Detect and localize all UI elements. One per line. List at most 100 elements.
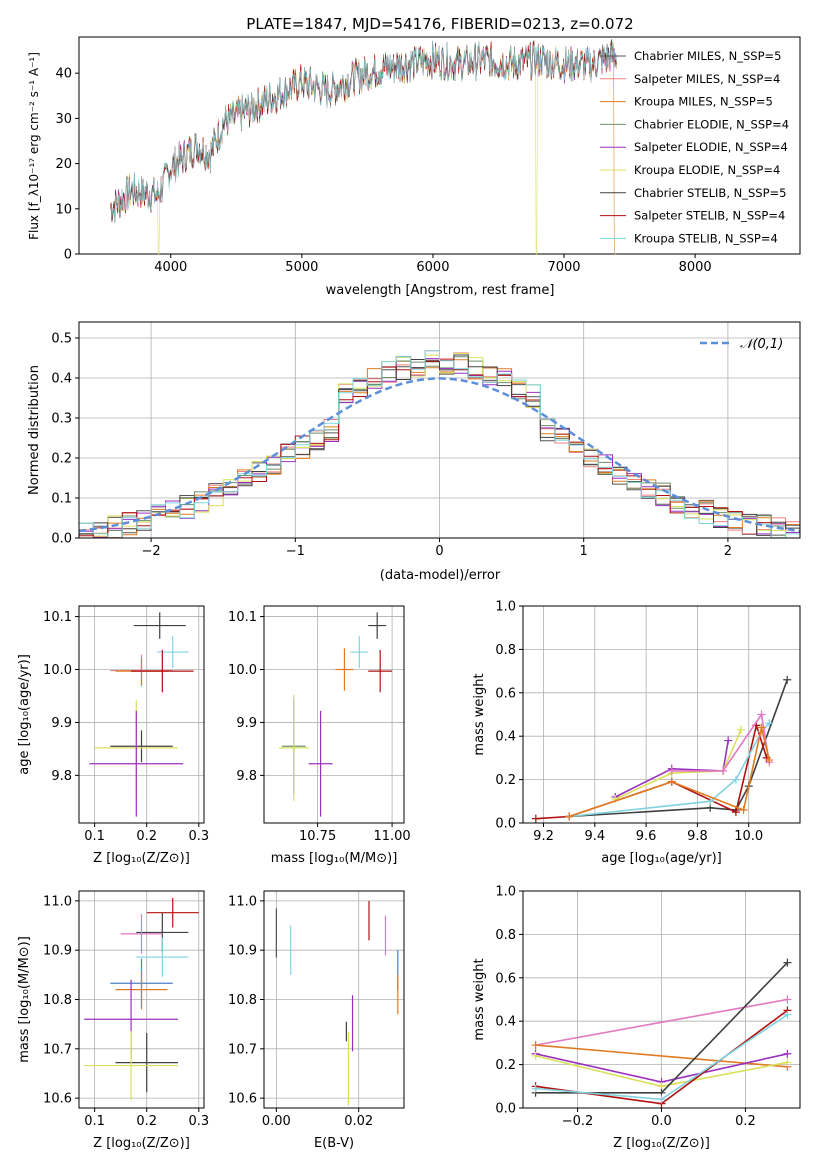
mass-weight-line <box>614 740 729 798</box>
data-point-marker <box>783 958 792 967</box>
residual-xlabel: (data-model)/error <box>380 568 501 583</box>
y-tick-label: 0.4 <box>51 372 72 387</box>
x-axis-label: Z [log₁₀(Z/Z⊙)] <box>93 1136 190 1151</box>
plot-frame <box>78 605 205 824</box>
gauss-legend-label: 𝒩(0,1) <box>740 337 783 352</box>
y-tick-label: 0.6 <box>495 686 516 701</box>
y-tick-label: 30 <box>55 112 72 127</box>
x-tick-label: 9.8 <box>687 829 708 844</box>
spectrum-series-line <box>110 40 617 223</box>
x-axis-label: E(B-V) <box>314 1136 354 1151</box>
data-point-marker <box>706 797 715 806</box>
data-point-marker <box>731 808 740 817</box>
gaussian-curve <box>78 377 801 533</box>
x-tick-label: −1 <box>286 544 305 559</box>
mass-weight-line <box>671 712 770 772</box>
mass-vs-metallicity-panel: 0.1 0.2 0.3 10.6 10.7 10.8 10.9 11.0 Z [log₁₀(Z/… <box>17 890 209 1151</box>
y-tick-label: 9.9 <box>236 716 257 731</box>
data-point-marker <box>531 814 540 823</box>
x-tick-label: 8000 <box>679 260 712 275</box>
y-tick-label: 0.0 <box>495 1102 516 1117</box>
legend-entry: Chabrier MILES, N_SSP=5 <box>634 49 781 63</box>
data-point-marker <box>611 795 620 804</box>
x-tick-label: 1 <box>580 544 588 559</box>
y-tick-label: 10.8 <box>43 993 72 1008</box>
y-tick-label: 10.0 <box>43 663 72 678</box>
y-tick-label: 40 <box>55 67 72 82</box>
y-tick-label: 10.1 <box>43 610 72 625</box>
y-tick-label: 1.0 <box>495 885 516 900</box>
x-tick-label: −0.2 <box>562 1114 594 1129</box>
y-tick-label: 0.4 <box>495 1015 516 1030</box>
data-point-marker <box>531 1084 540 1093</box>
data-point-marker <box>783 1010 792 1019</box>
spectrum-series-line <box>110 40 617 255</box>
spectrum-series-line <box>110 41 617 222</box>
mass-weight-vs-metallicity-panel: −0.2 0.0 0.2 0.0 0.2 0.4 0.6 0.8 1.0 Z [log₁₀(Z/Z… <box>472 885 801 1151</box>
y-tick-label: 10.7 <box>43 1042 72 1057</box>
y-tick-label: 0.0 <box>51 532 72 547</box>
spectrum-series-line <box>110 39 617 223</box>
data-point-marker <box>783 1049 792 1058</box>
y-tick-label: 0.4 <box>495 730 516 745</box>
plot-frame <box>522 605 801 824</box>
spectrum-xlabel: wavelength [Angstrom, rest frame] <box>326 283 555 298</box>
legend-entry: Kroupa ELODIE, N_SSP=4 <box>634 163 780 177</box>
y-tick-label: 10.7 <box>228 1042 257 1057</box>
y-tick-label: 0.8 <box>495 928 516 943</box>
spectrum-series-line <box>110 41 617 221</box>
spectrum-series-line <box>110 38 617 223</box>
age-vs-mass-panel: 10.75 11.00 9.8 9.9 10.0 10.1 mass [log₁₀(M/M⊙… <box>228 605 411 866</box>
y-tick-label: 9.8 <box>51 769 72 784</box>
data-point-marker <box>765 756 774 765</box>
spectrum-series-line <box>110 41 617 221</box>
residual-histogram-panel: −2 −1 0 1 2 0.0 0.1 0.2 0.3 0.4 0.5 (data-model)/e… <box>27 321 801 583</box>
spectrum-ylabel: Flux [f_λ10⁻¹⁷ erg cm⁻² s⁻¹ A⁻¹] <box>27 52 41 240</box>
histogram-series <box>79 350 800 539</box>
x-tick-label: 0.2 <box>735 1114 756 1129</box>
x-tick-label: 0.0 <box>651 1114 672 1129</box>
legend-entry: Kroupa STELIB, N_SSP=4 <box>634 231 778 245</box>
x-tick-label: 11.00 <box>373 829 410 844</box>
y-tick-label: 0.2 <box>495 1058 516 1073</box>
data-point-marker <box>783 675 792 684</box>
data-point-marker <box>719 766 728 775</box>
y-tick-label: 10 <box>55 202 72 217</box>
y-tick-label: 11.0 <box>228 894 257 909</box>
plot-marks <box>278 612 393 817</box>
mass-weight-line <box>535 722 768 820</box>
figure-title: PLATE=1847, MJD=54176, FIBERID=0213, z=0… <box>246 15 633 33</box>
x-tick-label: 4000 <box>154 260 187 275</box>
y-tick-label: 10.1 <box>228 610 257 625</box>
x-tick-label: 5000 <box>285 260 318 275</box>
y-tick-label: 9.8 <box>236 769 257 784</box>
data-point-marker <box>531 1051 540 1060</box>
spectrum-legend: Chabrier MILES, N_SSP=5 Salpeter MILES, N… <box>600 49 789 245</box>
y-axis-label: age [log₁₀(age/yr)] <box>17 654 32 775</box>
y-tick-label: 1.0 <box>495 600 516 615</box>
data-point-marker <box>783 995 792 1004</box>
y-tick-label: 10.9 <box>43 944 72 959</box>
data-point-marker <box>565 812 574 821</box>
legend-entry: Salpeter STELIB, N_SSP=4 <box>634 209 785 223</box>
data-point-marker <box>757 723 766 732</box>
data-point-marker <box>757 710 766 719</box>
y-tick-label: 0 <box>64 248 72 263</box>
y-tick-label: 0.1 <box>51 492 72 507</box>
y-tick-label: 10.0 <box>228 663 257 678</box>
y-tick-label: 0.8 <box>495 643 516 658</box>
plot-marks <box>89 612 194 817</box>
spectrum-series-line <box>110 39 617 255</box>
data-point-marker <box>783 1058 792 1067</box>
y-tick-label: 20 <box>55 157 72 172</box>
x-tick-label: 9.6 <box>636 829 657 844</box>
y-axis-label: mass [log₁₀(M/M⊙)] <box>17 936 32 1063</box>
x-tick-label: 10.75 <box>299 829 336 844</box>
spectrum-lines <box>110 38 617 255</box>
data-point-marker <box>531 1041 540 1050</box>
x-tick-label: 0.1 <box>84 829 105 844</box>
data-point-marker <box>667 777 676 786</box>
mass-weight-line <box>614 729 742 800</box>
x-tick-label: 0.3 <box>188 1114 209 1129</box>
